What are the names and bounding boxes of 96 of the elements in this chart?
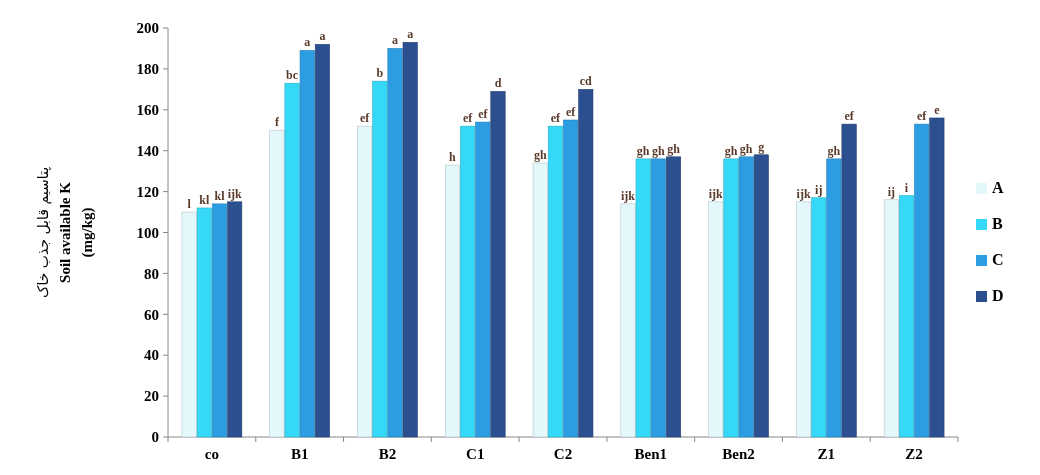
data-label: f xyxy=(274,115,280,130)
bar xyxy=(738,156,754,438)
bar xyxy=(929,117,945,438)
y-tick-label: 200 xyxy=(136,20,159,37)
data-label: i xyxy=(904,180,909,195)
y-tick-label: 180 xyxy=(136,61,159,78)
legend-label: B xyxy=(992,215,1003,232)
bar xyxy=(196,207,212,438)
bar xyxy=(444,164,460,438)
bar xyxy=(753,154,769,438)
data-label: ef xyxy=(478,107,489,122)
data-label: e xyxy=(934,102,941,117)
data-label: g xyxy=(758,139,765,154)
legend-label: A xyxy=(992,179,1004,196)
data-label: gh xyxy=(667,141,681,156)
bar xyxy=(796,201,812,438)
bar xyxy=(490,91,506,438)
x-tick-label: Ben2 xyxy=(722,446,755,462)
data-label: ef xyxy=(844,109,855,124)
x-tick-label: Ben1 xyxy=(634,446,668,462)
y-tick-label: 0 xyxy=(151,429,159,446)
data-label: ef xyxy=(360,111,371,126)
data-label: gh xyxy=(636,143,650,158)
data-label: gh xyxy=(739,141,753,156)
bar xyxy=(372,80,388,438)
bar xyxy=(708,201,724,438)
data-label: gh xyxy=(533,147,547,162)
legend-label: C xyxy=(992,251,1004,268)
data-label: gh xyxy=(827,143,841,158)
data-label: b xyxy=(376,66,384,81)
x-tick-label: B1 xyxy=(290,446,309,462)
bar xyxy=(532,162,548,438)
x-tick-label: B2 xyxy=(378,446,397,462)
data-label: ij xyxy=(887,184,896,199)
x-tick-label: Z2 xyxy=(905,446,923,462)
x-tick-label: C2 xyxy=(553,446,573,462)
bar xyxy=(475,121,491,438)
data-label: ijk xyxy=(708,186,724,201)
bar xyxy=(635,158,651,438)
bar xyxy=(181,211,197,438)
data-label: kl xyxy=(214,188,226,203)
bar xyxy=(883,199,899,438)
bar xyxy=(314,44,330,438)
legend-label: D xyxy=(992,287,1004,304)
data-label: ef xyxy=(917,109,928,124)
data-label: a xyxy=(319,29,326,44)
bar xyxy=(460,125,476,438)
data-label: ijk xyxy=(796,186,811,201)
bar xyxy=(284,82,300,438)
bar xyxy=(563,119,579,438)
data-label: ef xyxy=(565,105,577,120)
bar xyxy=(620,203,636,438)
bar xyxy=(841,123,857,438)
bar xyxy=(899,195,915,438)
y-tick-label: 140 xyxy=(136,142,159,159)
bar xyxy=(269,129,285,438)
y-tick-label: 100 xyxy=(136,224,159,241)
bar xyxy=(666,156,682,438)
y-tick-label: 80 xyxy=(144,265,159,282)
data-label: bc xyxy=(286,68,299,83)
bar xyxy=(227,201,243,438)
data-label: a xyxy=(392,33,399,48)
data-label: ef xyxy=(550,111,562,126)
x-tick-label: C1 xyxy=(466,446,485,462)
bar xyxy=(578,89,594,438)
y-tick-label: 40 xyxy=(144,347,159,364)
bar xyxy=(547,125,563,438)
data-label: ij xyxy=(815,182,823,197)
data-label: gh xyxy=(652,143,666,158)
data-label: kl xyxy=(199,192,210,207)
bar xyxy=(357,125,373,438)
y-tick-label: 20 xyxy=(144,388,159,405)
bar xyxy=(402,42,418,438)
data-label: h xyxy=(449,150,457,165)
bar xyxy=(299,50,315,438)
data-label: ijk xyxy=(621,188,636,203)
bar xyxy=(387,48,403,438)
data-label: cd xyxy=(579,74,593,89)
bar xyxy=(723,158,739,438)
data-label: a xyxy=(304,35,311,50)
y-tick-label: 60 xyxy=(144,306,159,323)
bar xyxy=(650,158,666,438)
x-tick-label: co xyxy=(204,446,219,462)
data-label: ijk xyxy=(227,186,242,201)
y-tick-label: 160 xyxy=(136,102,159,119)
bar xyxy=(914,123,930,438)
data-label: d xyxy=(494,76,502,91)
data-label: l xyxy=(187,197,192,212)
bar xyxy=(826,158,842,438)
x-tick-label: Z1 xyxy=(817,446,836,462)
bar xyxy=(211,203,227,438)
data-label: ef xyxy=(462,111,474,126)
bar xyxy=(811,197,827,438)
data-label: a xyxy=(407,27,414,42)
data-label: gh xyxy=(724,143,738,158)
y-tick-label: 120 xyxy=(136,183,159,200)
